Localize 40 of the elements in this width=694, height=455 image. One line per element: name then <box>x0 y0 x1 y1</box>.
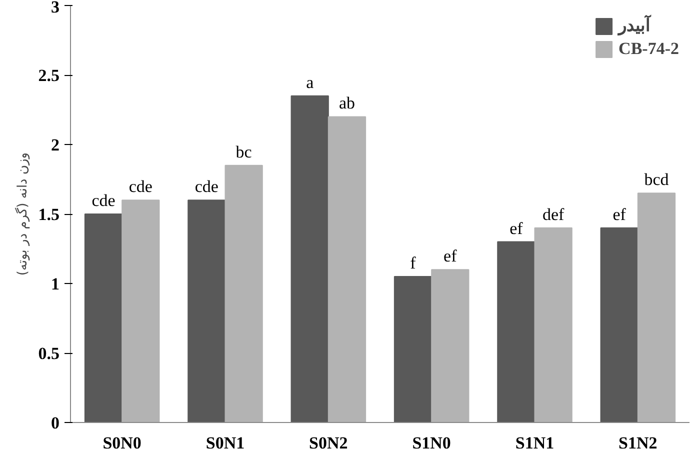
bar <box>431 269 470 422</box>
legend-label: آبیدر <box>618 15 651 36</box>
y-tick-label: 2 <box>51 136 60 154</box>
annotation: cde <box>92 191 116 210</box>
annotation: cde <box>128 177 152 196</box>
annotation: ef <box>444 246 458 266</box>
bar <box>224 164 263 422</box>
x-tick-label: S0N2 <box>309 434 348 452</box>
bar <box>122 200 160 422</box>
bar <box>600 227 638 422</box>
y-axis-title: وزن دانه (گرم در بوته) <box>14 152 30 276</box>
y-tick-label: 1 <box>51 274 60 294</box>
bar <box>290 95 329 422</box>
x-tick-label: S0N0 <box>102 434 142 452</box>
x-tick-label: S1N2 <box>618 434 658 452</box>
y-tick-label: 0.5 <box>38 344 60 363</box>
annotation: ef <box>510 218 524 238</box>
legend-label: CB-74-2 <box>618 39 679 59</box>
y-tick-label: 1.5 <box>38 205 60 224</box>
bar <box>534 227 572 422</box>
annotation: cde <box>194 177 218 196</box>
bar <box>188 200 226 422</box>
annotation: ef <box>612 204 626 224</box>
annotation: f <box>410 254 416 273</box>
y-tick-label: 3 <box>51 0 60 16</box>
annotation: ab <box>338 94 356 113</box>
bar <box>328 116 366 422</box>
bar <box>84 214 123 422</box>
annotation: bc <box>236 142 252 162</box>
annotation: a <box>306 72 314 92</box>
y-tick-label: 2.5 <box>38 66 60 85</box>
annotation: bcd <box>644 170 670 190</box>
y-tick-label: 0 <box>51 414 60 432</box>
x-tick-label: S1N1 <box>515 434 554 452</box>
bar <box>497 241 536 422</box>
bar <box>637 192 676 422</box>
x-tick-label: S0N1 <box>206 434 245 452</box>
bar <box>394 276 432 422</box>
x-tick-label: S1N0 <box>412 434 451 452</box>
annotation: def <box>542 204 565 224</box>
